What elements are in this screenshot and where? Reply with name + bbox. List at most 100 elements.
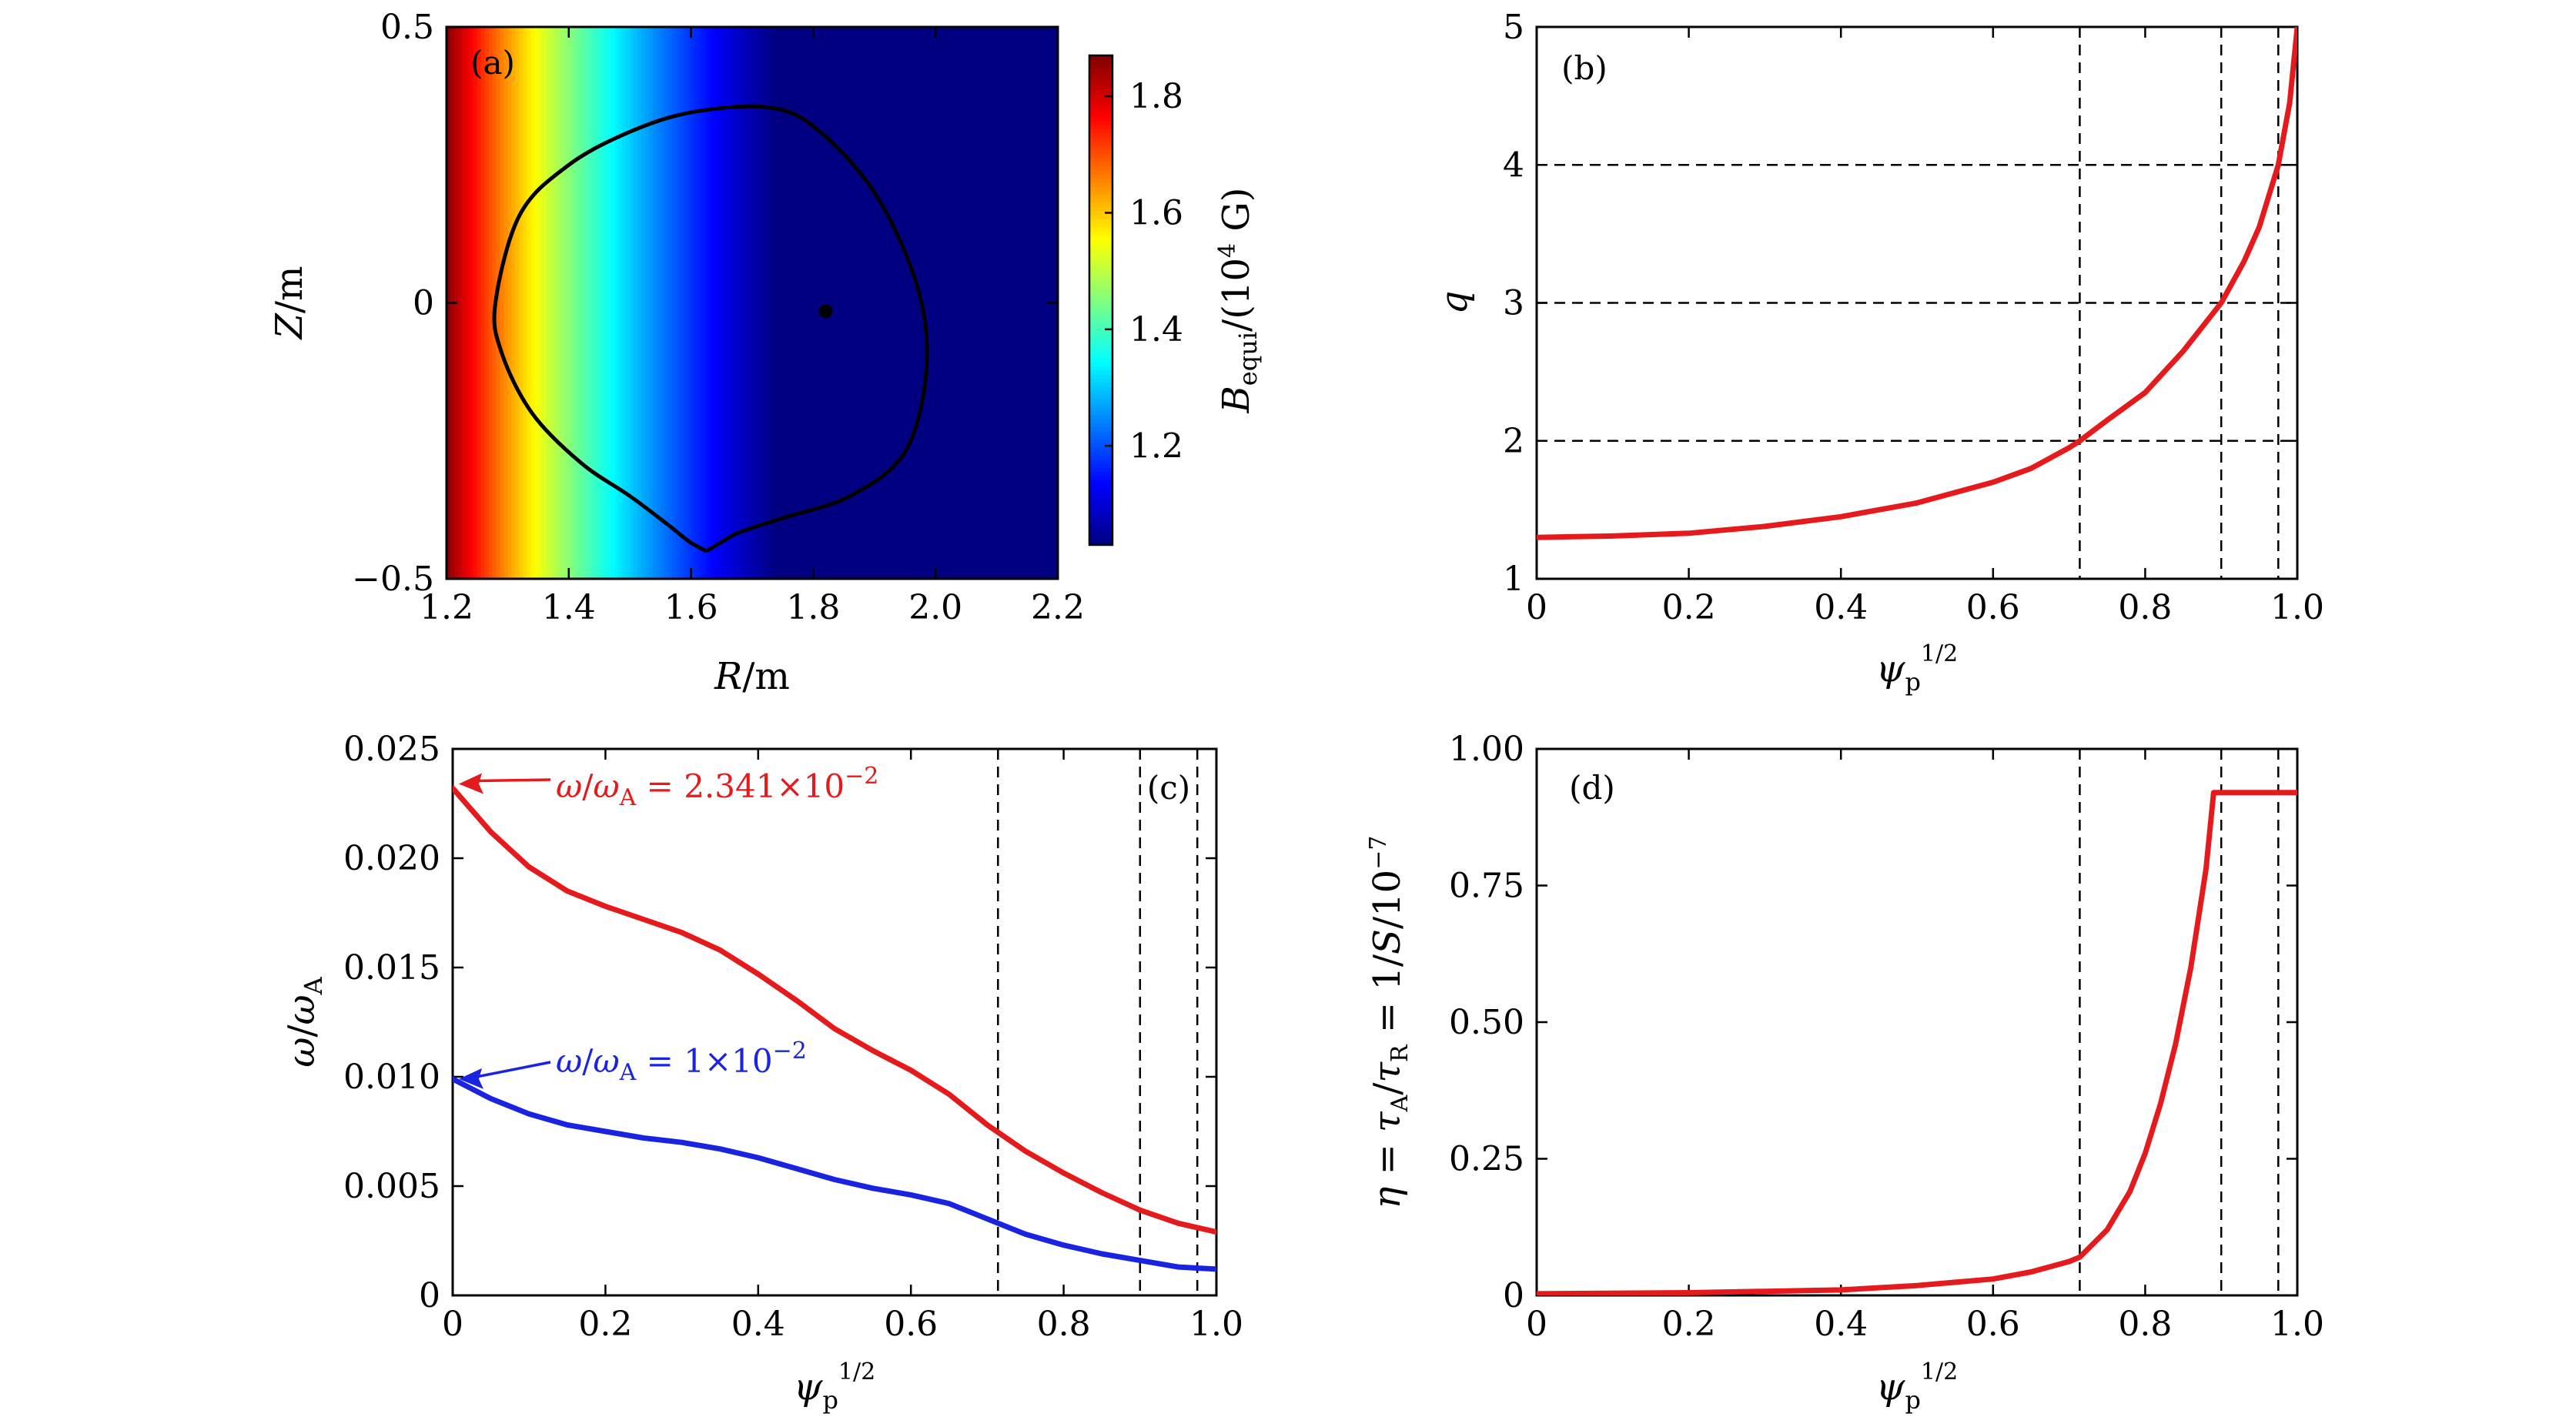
y-tick-label: −0.5 <box>352 560 434 599</box>
y-tick-label: 0 <box>1503 1276 1524 1315</box>
heatmap-cell <box>538 27 543 579</box>
y-tick-label: 3 <box>1503 284 1524 323</box>
annotation-red-part: ω <box>556 767 582 805</box>
heatmap-cell <box>752 27 757 579</box>
colorbar-cell <box>1089 63 1112 69</box>
heatmap-cell <box>656 27 661 579</box>
colorbar-cell <box>1089 475 1112 480</box>
x-axis-label-c-part: p <box>822 1385 838 1415</box>
heatmap-cell <box>817 27 822 579</box>
heatmap-cell <box>1015 27 1021 579</box>
colorbar-cell <box>1089 386 1112 391</box>
heatmap-cell <box>893 27 898 579</box>
colorbar-cell <box>1089 161 1112 166</box>
x-tick-label: 0.2 <box>1662 588 1716 627</box>
annotation-blue-part: ω <box>556 1042 582 1080</box>
colorbar-cell <box>1089 329 1112 334</box>
heatmap-cell <box>965 27 971 579</box>
heatmap-cell <box>801 27 807 579</box>
heatmap-cell <box>679 27 684 579</box>
y-axis-label-b-part: q <box>1433 291 1476 315</box>
colorbar-cell <box>1089 443 1112 448</box>
colorbar-cell <box>1089 373 1112 379</box>
heatmap-cell <box>908 27 914 579</box>
heatmap-cell <box>527 27 531 579</box>
y-axis-label-d-part: /10 <box>1366 870 1409 929</box>
heatmap-cell <box>851 27 856 579</box>
heatmap-cell <box>691 27 696 579</box>
colorbar-cell <box>1089 153 1112 159</box>
colorbar-cell <box>1089 451 1112 456</box>
y-tick-label: 0.010 <box>343 1058 440 1097</box>
heatmap-cell <box>805 27 811 579</box>
colorbar-cell <box>1089 496 1112 501</box>
heatmap-cell <box>530 27 535 579</box>
heatmap-cell <box>469 27 474 579</box>
x-tick-label: 1.8 <box>786 588 840 627</box>
heatmap-cell <box>480 27 486 579</box>
x-axis-label-d-part: ψ <box>1876 1365 1906 1409</box>
x-tick-label: 0 <box>1526 1305 1547 1344</box>
colorbar-cell <box>1089 157 1112 162</box>
magnetic-axis-point <box>818 304 833 319</box>
colorbar-cell <box>1089 132 1112 138</box>
axes-frame <box>445 25 1059 580</box>
x-tick-label: 0.4 <box>731 1305 785 1344</box>
colorbar-cell <box>1089 169 1112 175</box>
heatmap-cell <box>939 27 944 579</box>
y-axis-label-c-part: ω <box>280 994 323 1024</box>
colorbar-cell <box>1089 430 1112 436</box>
q-profile-line <box>1537 27 2297 540</box>
x-axis-label-c-part: ψ <box>794 1365 824 1409</box>
colorbar-cell <box>1089 239 1112 244</box>
heatmap-cell <box>1000 27 1005 579</box>
colorbar-cell <box>1089 320 1112 326</box>
heatmap-cell <box>675 27 681 579</box>
x-axis-label-b: ψp1/2 <box>1876 640 1958 697</box>
annotation-blue-part: −2 <box>773 1038 807 1064</box>
y-tick-label: 1 <box>1503 560 1524 599</box>
colorbar-cell <box>1089 540 1112 546</box>
x-tick-label: 0.2 <box>1662 1305 1716 1344</box>
colorbar-cell <box>1089 353 1112 358</box>
heatmap-cell <box>985 27 990 579</box>
heatmap-cell <box>1035 27 1039 579</box>
heatmap-cell <box>649 27 654 579</box>
y-tick-label: 0.50 <box>1449 1003 1524 1042</box>
heatmap-cell <box>866 27 871 579</box>
x-tick-label: 0.8 <box>2118 1305 2172 1344</box>
axes-frame <box>451 747 1218 1297</box>
heatmap-cell <box>897 27 902 579</box>
heatmap-cell <box>534 27 539 579</box>
y-axis-label-b: q <box>1433 291 1476 315</box>
panel-label-c: (c) <box>1147 769 1190 807</box>
heatmap-cell <box>519 27 524 579</box>
heatmap-cell <box>943 27 948 579</box>
colorbar-cell <box>1089 88 1112 93</box>
colorbar-cell <box>1089 393 1112 399</box>
heatmap-cell <box>774 27 780 579</box>
y-axis-label-d: η = τA/τR = 1/S/10−7 <box>1365 836 1413 1209</box>
colorbar-label-part: equi <box>1233 332 1263 386</box>
colorbar-cell <box>1089 59 1112 65</box>
x-axis-label-d: ψp1/2 <box>1876 1359 1958 1415</box>
colorbar-cell <box>1089 145 1112 150</box>
heatmap-cell <box>951 27 955 579</box>
heatmap-cell <box>484 27 490 579</box>
heatmap-cell <box>488 27 493 579</box>
annotation-red: ω/ωA = 2.341×10−2 <box>556 763 878 811</box>
x-axis-label-b-part: 1/2 <box>1921 640 1958 667</box>
y-axis-label-c-part: ω <box>280 1038 323 1068</box>
y-axis-label-d-part: / <box>1366 1082 1409 1095</box>
plot-root: 1.2 1.4 1.6 1.8 2.0 2.2−0.500.5(a)R/mZ/m1.21.… <box>268 8 2324 1415</box>
colorbar-cell <box>1089 296 1112 301</box>
x-tick-label: 0.6 <box>884 1305 938 1344</box>
colorbar-cell <box>1089 100 1112 105</box>
heatmap-cell <box>603 27 608 579</box>
heatmap-cell <box>710 27 715 579</box>
plasma-boundary <box>492 104 929 553</box>
heatmap-cell <box>992 27 998 579</box>
heatmap-cell <box>1031 27 1036 579</box>
colorbar-cell <box>1089 341 1112 346</box>
x-tick-label: 0 <box>442 1305 463 1344</box>
